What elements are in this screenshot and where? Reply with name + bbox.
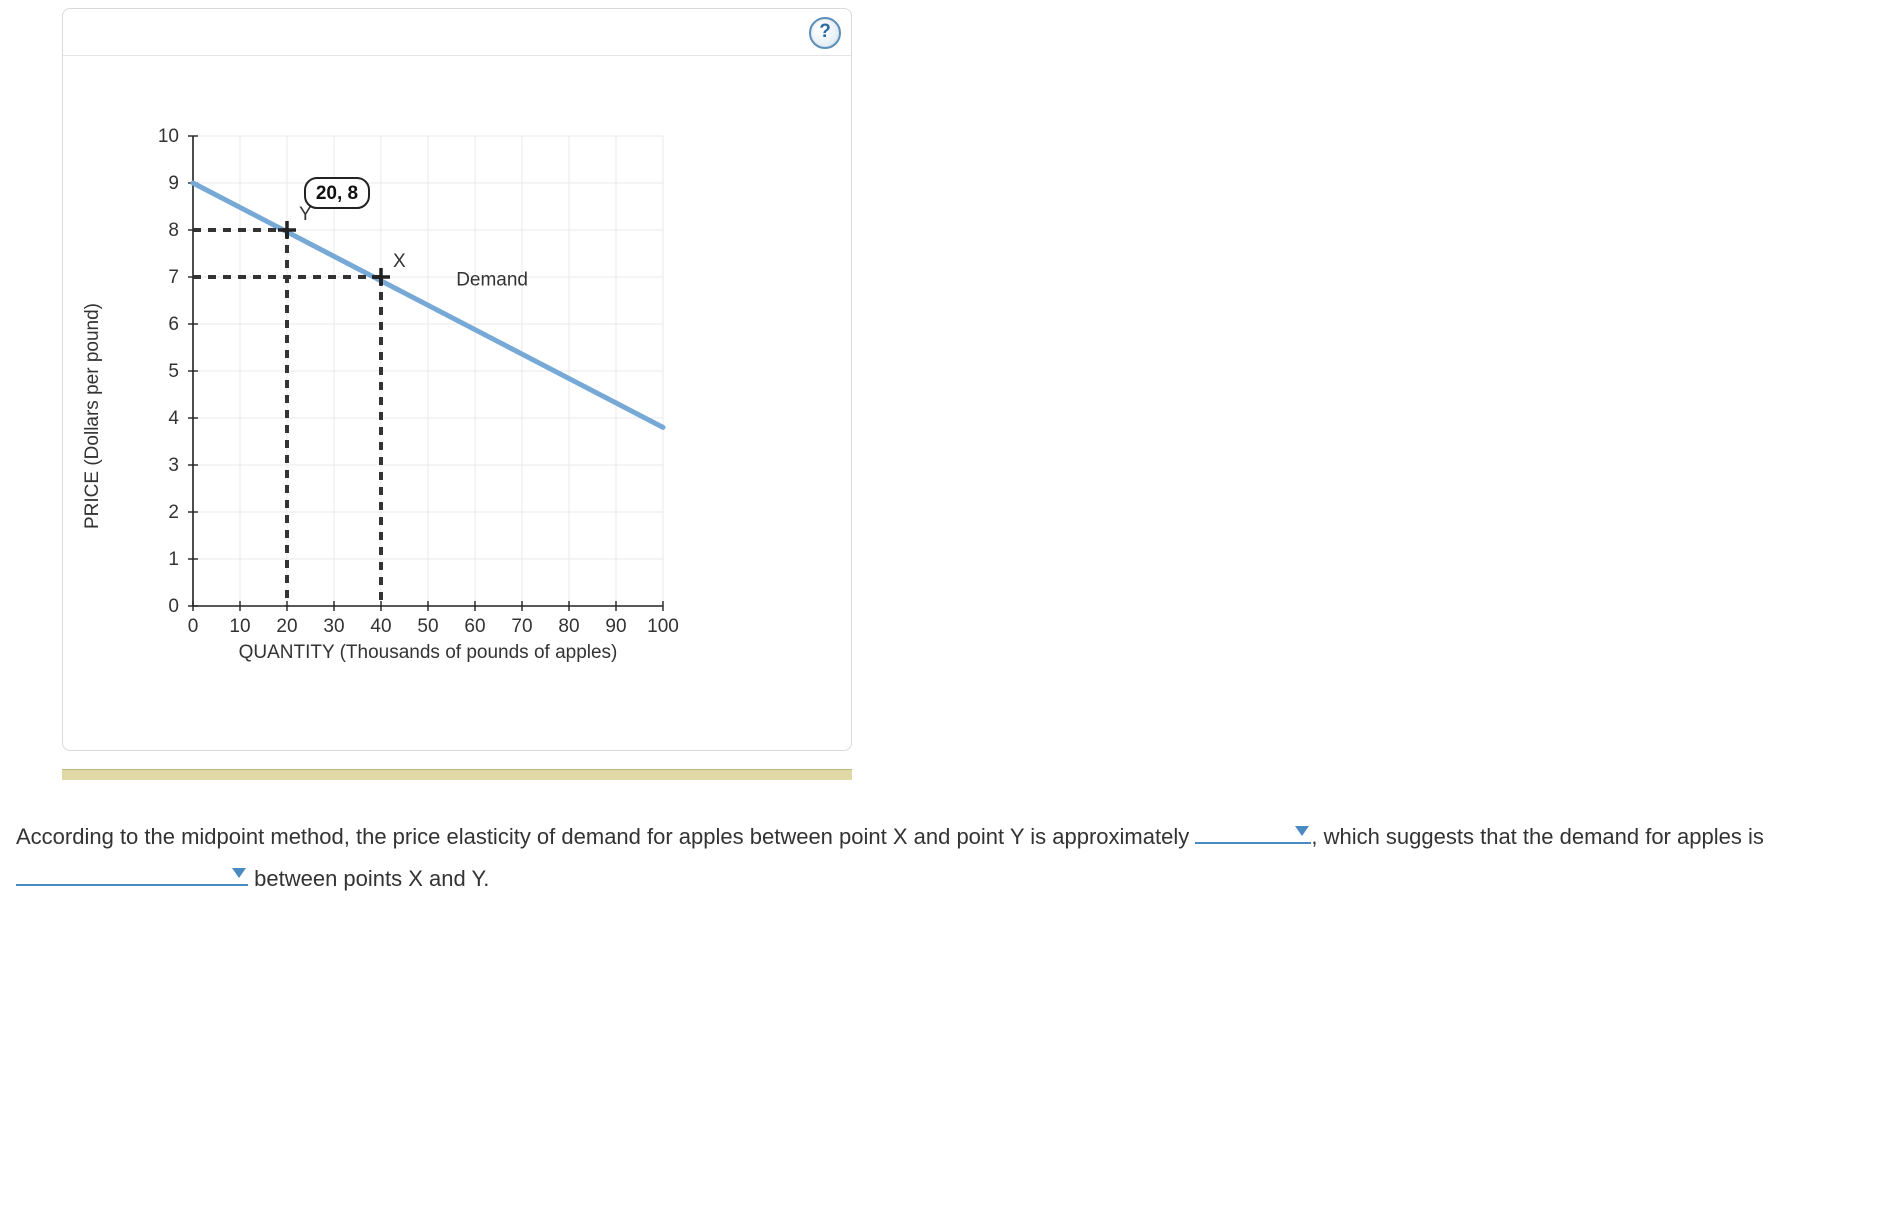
graph-card: ? PRICE (Dollars per pound) 010203040506… <box>62 8 852 751</box>
svg-text:2: 2 <box>168 502 179 523</box>
elasticity-type-dropdown[interactable] <box>16 884 248 886</box>
svg-text:0: 0 <box>168 596 179 617</box>
svg-text:9: 9 <box>168 173 179 194</box>
question-part-2: , which suggests that the demand for app… <box>1311 824 1763 849</box>
svg-text:8: 8 <box>168 220 179 241</box>
svg-text:30: 30 <box>323 616 344 637</box>
svg-text:1: 1 <box>168 549 179 570</box>
svg-text:3: 3 <box>168 455 179 476</box>
svg-text:6: 6 <box>168 314 179 335</box>
question-text: According to the midpoint method, the pr… <box>16 816 1876 900</box>
svg-text:10: 10 <box>229 616 250 637</box>
svg-text:40: 40 <box>370 616 391 637</box>
svg-text:20, 8: 20, 8 <box>316 183 358 204</box>
svg-text:Demand: Demand <box>456 269 528 290</box>
chevron-down-icon <box>1295 826 1309 836</box>
demand-chart: PRICE (Dollars per pound) 01020304050607… <box>103 106 723 726</box>
svg-text:5: 5 <box>168 361 179 382</box>
svg-text:70: 70 <box>511 616 532 637</box>
svg-text:60: 60 <box>464 616 485 637</box>
section-divider <box>62 769 852 780</box>
svg-text:10: 10 <box>158 126 179 147</box>
y-axis-label: PRICE (Dollars per pound) <box>82 303 104 529</box>
question-part-1: According to the midpoint method, the pr… <box>16 824 1189 849</box>
svg-text:Y: Y <box>299 204 312 225</box>
svg-text:50: 50 <box>417 616 438 637</box>
svg-text:7: 7 <box>168 267 179 288</box>
question-part-3: between points X and Y. <box>254 866 489 891</box>
svg-text:90: 90 <box>605 616 626 637</box>
chevron-down-icon <box>232 868 246 878</box>
card-header: ? <box>63 9 851 56</box>
svg-text:100: 100 <box>647 616 679 637</box>
svg-text:QUANTITY (Thousands of pounds: QUANTITY (Thousands of pounds of apples) <box>239 642 618 663</box>
svg-text:4: 4 <box>168 408 179 429</box>
help-button[interactable]: ? <box>809 17 841 49</box>
svg-text:X: X <box>393 251 406 272</box>
svg-text:0: 0 <box>188 616 199 637</box>
svg-text:80: 80 <box>558 616 579 637</box>
elasticity-dropdown[interactable] <box>1195 842 1311 844</box>
svg-text:20: 20 <box>276 616 297 637</box>
